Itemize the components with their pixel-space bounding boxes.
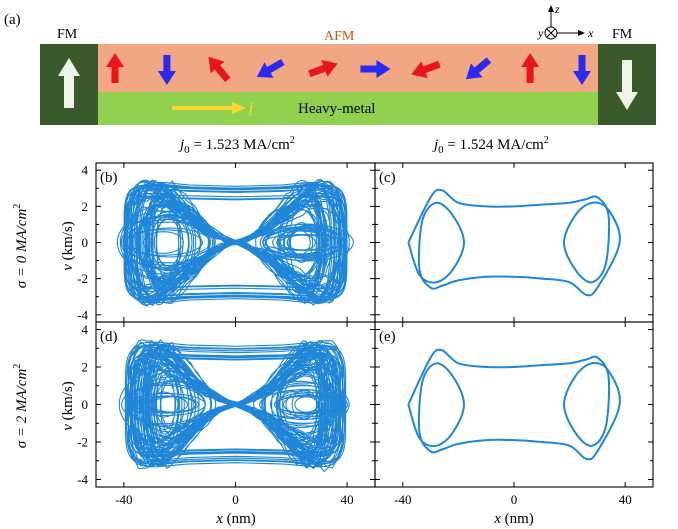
row-label-bottom: σ = 2 MA/cm2 <box>12 364 30 449</box>
current-arrow-icon <box>172 102 246 114</box>
column-header-left: j0 = 1.523 MA/cm2 <box>178 135 295 156</box>
panel-label: (b) <box>100 170 118 186</box>
plot-frame <box>374 162 654 323</box>
spin-arrow-icon <box>521 53 540 83</box>
y-tick-label: 4 <box>82 163 89 178</box>
x-tick-label: 40 <box>619 492 632 507</box>
fm-right-label: FM <box>612 27 633 42</box>
spin-arrow-icon <box>106 53 124 83</box>
spin-arrow-icon <box>308 59 338 78</box>
axis-label-z: z <box>554 2 560 16</box>
series-line <box>116 179 354 307</box>
spin-arrow-icon <box>573 55 591 85</box>
y-tick-label: -2 <box>77 271 88 286</box>
plot-panels: -4 -2 0 2 4 (b) (c) -4 -2 0 2 4 -40 0 40 (d) -40 0 40 (e) <box>77 162 654 507</box>
panel-label: (c) <box>379 170 396 186</box>
y-tick-label: 2 <box>82 199 89 214</box>
spin-arrow-icon <box>208 56 231 82</box>
plot-frame <box>374 321 654 488</box>
figure-label-a: (a) <box>4 12 21 28</box>
panel-c: (c) <box>374 162 654 323</box>
column-header-right: j0 = 1.524 MA/cm2 <box>432 135 549 156</box>
panel-label: (d) <box>100 329 118 345</box>
x-tick-label: 40 <box>341 492 354 507</box>
axis-label-x: x <box>587 26 594 40</box>
fm-left-label: FM <box>57 27 78 42</box>
y-tick-label: -2 <box>77 435 88 450</box>
x-tick-label: -40 <box>394 492 411 507</box>
fm-right-down-arrow-icon <box>616 60 638 110</box>
y-tick-label: -4 <box>77 472 88 487</box>
y-tick-label: 0 <box>82 235 89 250</box>
ylabel-top: v (km/s) <box>60 221 76 271</box>
spin-arrow-icon <box>411 60 441 79</box>
ylabel-bottom: v (km/s) <box>60 381 76 431</box>
spin-arrow-icon <box>360 60 391 78</box>
x-tick-label: -40 <box>115 492 132 507</box>
panel-e: -40 0 40 (e) <box>374 321 654 507</box>
heavy-metal-label: Heavy-metal <box>298 101 375 117</box>
y-tick-label: 2 <box>82 360 89 375</box>
x-tick-label: 0 <box>232 492 239 507</box>
series-line <box>407 188 621 297</box>
series-line <box>407 348 621 461</box>
device-schematic: FM FM AFM Heavy-metal j z y x <box>40 2 656 125</box>
current-symbol-j: j <box>247 100 253 116</box>
panel-d: -4 -2 0 2 4 -40 0 40 (d) <box>77 321 376 507</box>
spin-arrow-icon <box>256 58 285 78</box>
y-tick-label: 4 <box>82 322 89 337</box>
afm-layer <box>98 44 598 92</box>
xlabel-right: x (nm) <box>493 511 534 527</box>
spin-arrow-icon <box>465 57 492 80</box>
fm-left-up-arrow-icon <box>58 58 80 108</box>
row-label-top: σ = 0 MA/cm2 <box>12 204 30 289</box>
y-tick-label: -4 <box>77 307 88 322</box>
afm-spin-arrows <box>106 53 591 85</box>
spin-arrow-icon <box>157 55 176 85</box>
xlabel-left: x (nm) <box>215 511 256 527</box>
panel-label: (e) <box>379 329 396 345</box>
panel-b: -4 -2 0 2 4 (b) <box>77 162 376 323</box>
afm-label: AFM <box>324 29 355 44</box>
series-line <box>118 339 350 473</box>
coordinate-axes-icon <box>544 5 585 40</box>
y-tick-label: 0 <box>82 397 89 412</box>
axis-label-y: y <box>537 26 544 40</box>
x-tick-label: 0 <box>511 492 518 507</box>
